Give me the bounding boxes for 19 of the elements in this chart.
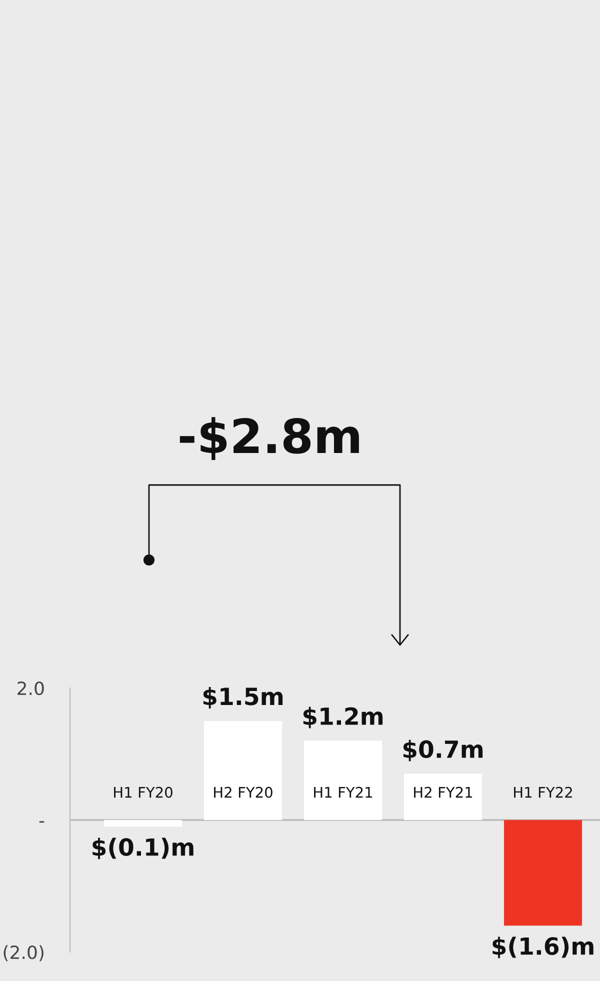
data-label: $(1.6)m xyxy=(492,936,594,958)
bar xyxy=(304,740,382,820)
x-tick-label: H1 FY22 xyxy=(514,786,572,798)
y-tick-label: - xyxy=(39,821,44,823)
x-tick-label: H2 FY21 xyxy=(414,786,472,798)
data-label: $1.5m xyxy=(203,687,283,708)
bar xyxy=(204,721,282,820)
data-label: $(0.1)m xyxy=(92,838,194,860)
data-label: $0.7m xyxy=(403,740,483,762)
y-tick-label: (2.0) xyxy=(4,945,44,962)
bar xyxy=(504,820,582,926)
bar xyxy=(104,820,182,827)
bar xyxy=(404,774,482,820)
y-tick-label: 2.0 xyxy=(18,681,44,696)
text: -$2.8m xyxy=(180,417,359,460)
x-tick-label: H2 FY20 xyxy=(214,786,272,798)
x-tick-label: H1 FY21 xyxy=(314,786,372,798)
x-tick-label: H1 FY20 xyxy=(114,786,172,798)
data-label: $1.2m xyxy=(303,706,383,728)
